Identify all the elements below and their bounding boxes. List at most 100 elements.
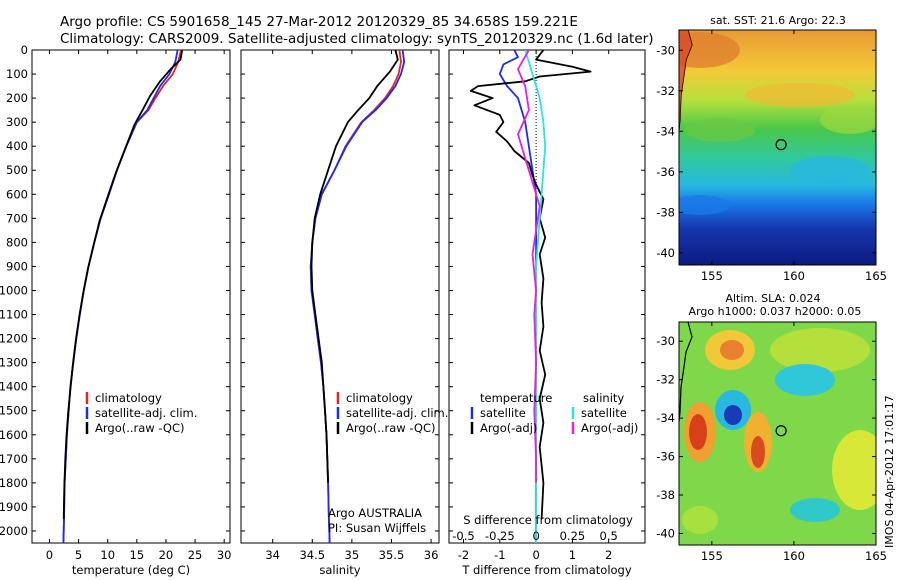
lon-tick-label: 155 — [701, 269, 723, 283]
sla-low — [775, 364, 835, 396]
y-tick-label: 600 — [6, 187, 28, 201]
series-line-satellite-adj-clim — [309, 50, 406, 543]
legend-s-argo-label: Argo(-adj) — [581, 421, 638, 435]
temperature-panel: 0100200300400500600700800900100011001200… — [0, 43, 231, 577]
land-edge — [679, 30, 692, 130]
sla-low-core — [724, 405, 742, 425]
lon-tick-label: 165 — [865, 269, 887, 283]
y-tick-label: 0 — [21, 43, 28, 57]
y-tick-label: 1000 — [0, 283, 28, 297]
temperature-xlabel: temperature (deg C) — [72, 563, 190, 577]
salinity-xlabel: salinity — [319, 563, 360, 577]
legend-t-argo-label: Argo(-adj) — [480, 421, 537, 435]
lat-tick-label: -38 — [656, 205, 675, 219]
series-line-t-satellite — [498, 50, 537, 543]
series-line-argo-raw-qc — [310, 50, 399, 483]
sst-field — [679, 30, 876, 265]
lat-tick-label: -34 — [656, 124, 675, 138]
sst-cool-patch — [790, 156, 870, 184]
legend-s-satellite-label: satellite — [581, 406, 627, 420]
x-tick-label: 5 — [75, 548, 82, 562]
lat-tick-label: -32 — [656, 84, 675, 98]
x-tick-label: 1 — [569, 548, 576, 562]
x-tick-label: 0 — [532, 548, 539, 562]
sla-map-frame — [678, 321, 877, 546]
difference-lines — [469, 50, 592, 543]
sla-high-core — [720, 340, 744, 360]
s-difference-label: S difference from climatology — [463, 513, 633, 527]
y-tick-label: 1600 — [0, 428, 28, 442]
s-tick-label: 0.5 — [600, 529, 618, 543]
argo-location-marker — [775, 425, 787, 437]
y-tick-label: 1800 — [0, 476, 28, 490]
difference-legend: temperature salinity satellite Argo(-adj… — [470, 391, 638, 435]
y-tick-label: 1100 — [0, 308, 28, 322]
temperature-x-axis: 0 5 10 15 20 25 30 — [46, 50, 232, 562]
lat-tick-label: -30 — [656, 334, 675, 348]
sla-low — [790, 498, 840, 522]
difference-axes-frame — [448, 49, 646, 544]
temperature-axes-frame — [31, 49, 231, 544]
timestamp-stamp: IMOS 04-Apr-2012 17:01:17 — [883, 395, 896, 548]
y-tick-label: 1900 — [0, 500, 28, 514]
s-tick-label: -0.5 — [452, 529, 474, 543]
lat-tick-label: -38 — [656, 488, 675, 502]
sla-patch — [832, 430, 876, 510]
depth-axis: 0 100 200 300 400 500 600 700 800 900 1000 1100 1200… — [0, 43, 230, 538]
sla-high-core — [689, 414, 707, 450]
x-tick-label: 15 — [130, 548, 145, 562]
sst-cool-patch — [679, 195, 730, 215]
sla-lat-ticks: -30 -32 -34 -36 -38 -40 — [656, 334, 876, 540]
y-tick-label: 1400 — [0, 380, 28, 394]
legend-argo-label: Argo(..raw -QC) — [95, 421, 185, 435]
y-tick-label: 1300 — [0, 356, 28, 370]
lat-tick-label: -30 — [656, 43, 675, 57]
legend-argo-label: Argo(..raw -QC) — [346, 421, 436, 435]
series-line-argo-raw-qc — [62, 50, 184, 520]
sst-map-title: sat. SST: 21.6 Argo: 22.3 — [710, 14, 846, 27]
x-tick-label: 30 — [217, 548, 232, 562]
lon-tick-label: 155 — [701, 549, 723, 563]
lat-tick-label: -34 — [656, 411, 675, 425]
sla-lon-ticks: 155 160 165 — [701, 322, 887, 563]
series-line-climatology — [62, 50, 182, 543]
x-tick-label: 25 — [188, 548, 203, 562]
s-tick-label: -0.25 — [485, 529, 515, 543]
sla-high-core — [751, 436, 765, 468]
x-tick-label: 35 — [345, 548, 360, 562]
legend-climatology-label: climatology — [95, 391, 162, 405]
lat-tick-label: -36 — [656, 165, 675, 179]
lon-tick-label: 165 — [865, 549, 887, 563]
y-tick-label: 100 — [6, 67, 28, 81]
difference-y-ticks — [449, 49, 645, 532]
y-tick-label: 300 — [6, 115, 28, 129]
sla-map: Altim. SLA: 0.024 Argo h1000: 0.037 h200… — [656, 292, 887, 563]
series-line-satellite-adj-clim — [62, 50, 179, 543]
temperature-lines — [62, 50, 184, 543]
sst-map: sat. SST: 21.6 Argo: 22.3 -30 -32 -34 -36 -3… — [656, 14, 887, 283]
y-tick-label: 500 — [6, 163, 28, 177]
legend-t-satellite-label: satellite — [480, 406, 526, 420]
x-tick-label: -1 — [494, 548, 505, 562]
salinity-x-axis: 34 34.5 35 35.5 36 — [265, 50, 438, 562]
legend-satellite-label: satellite-adj. clim. — [346, 406, 448, 420]
sla-map-title-2: Argo h1000: 0.037 h2000: 0.05 — [689, 305, 862, 318]
sla-field — [679, 322, 876, 545]
lat-tick-label: -40 — [656, 526, 675, 540]
series-line-climatology — [309, 50, 402, 543]
y-tick-label: 700 — [6, 211, 28, 225]
x-tick-label: 34.5 — [299, 548, 325, 562]
x-tick-label: 36 — [424, 548, 439, 562]
salinity-y-ticks — [241, 49, 439, 532]
x-tick-label: 10 — [100, 548, 115, 562]
series-line-t-argo-adj — [469, 50, 592, 520]
y-tick-label: 400 — [6, 139, 28, 153]
x-tick-label: 20 — [159, 548, 174, 562]
figure-title-line2: Climatology: CARS2009. Satellite-adjuste… — [60, 31, 653, 47]
y-tick-label: 2000 — [0, 524, 28, 538]
lat-tick-label: -32 — [656, 373, 675, 387]
legend-climatology-label: climatology — [346, 391, 413, 405]
annotation-pi: PI: Susan Wijffels — [328, 521, 426, 535]
sst-lon-ticks: 155 160 165 — [701, 30, 887, 283]
